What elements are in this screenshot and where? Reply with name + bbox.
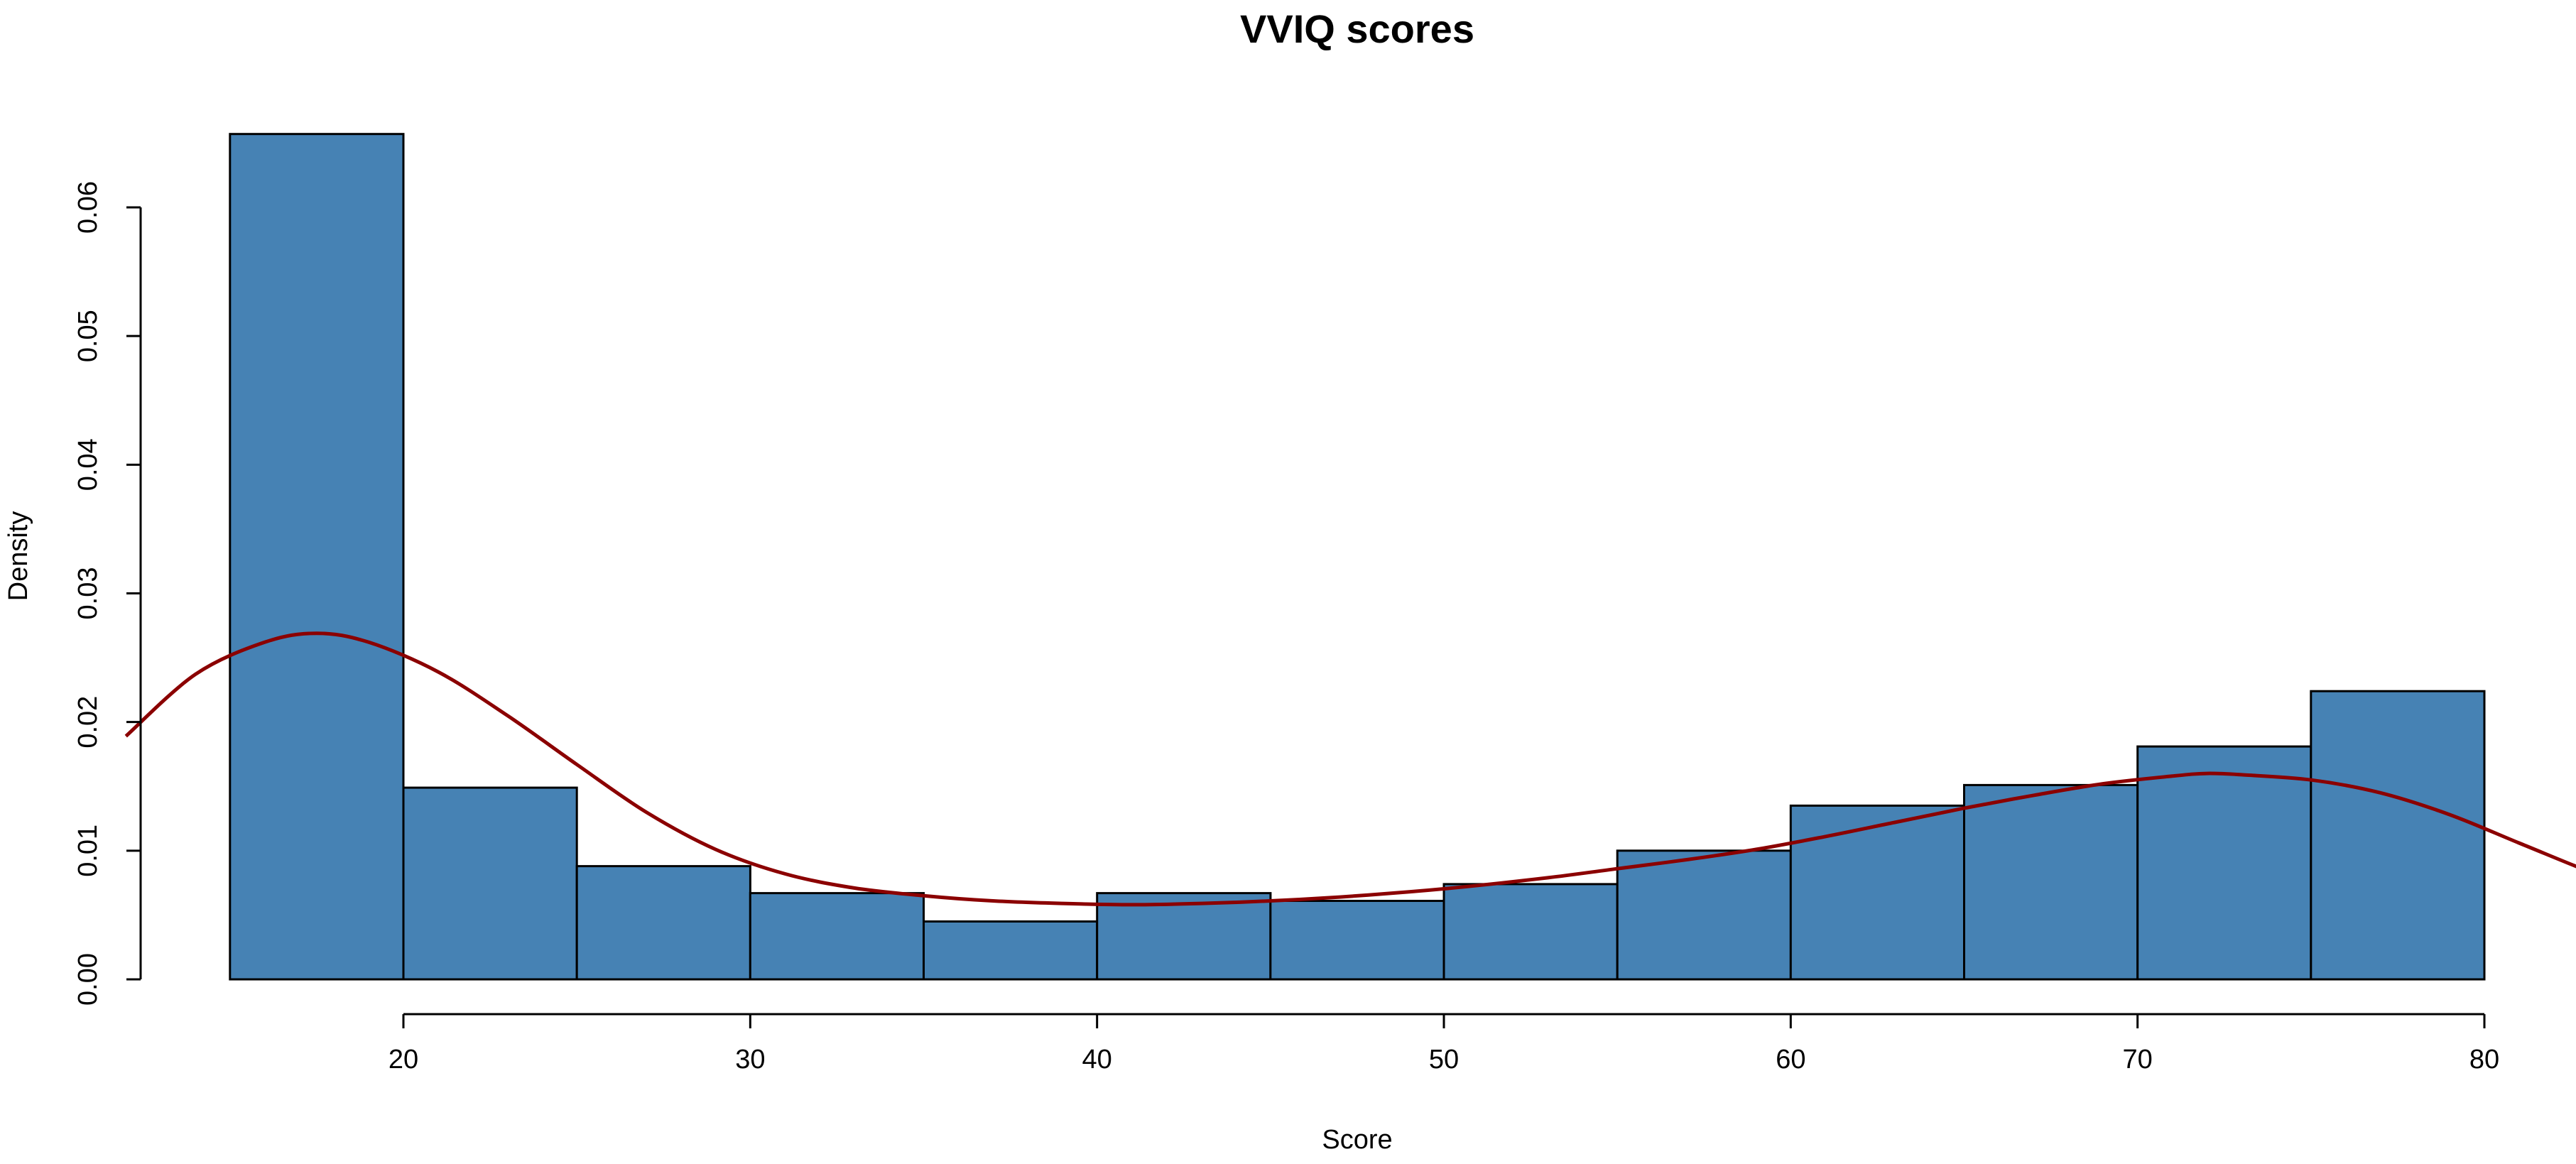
chart-title: VVIQ scores xyxy=(1240,6,1474,51)
histogram-bar-6 xyxy=(1269,900,1445,981)
histogram-bar-10 xyxy=(1963,783,2139,981)
y-tick-label-0: 0.00 xyxy=(73,953,103,1006)
histogram-bar-4 xyxy=(923,920,1099,981)
x-tick-label-2: 40 xyxy=(1082,1045,1112,1075)
y-tick-label-5: 0.05 xyxy=(73,310,103,362)
y-tick-label-1: 0.01 xyxy=(73,825,103,877)
x-tick-label-5: 70 xyxy=(2123,1045,2153,1075)
density-curve xyxy=(124,631,2576,907)
x-axis-label: Score xyxy=(1322,1125,1392,1155)
histogram-bar-1 xyxy=(402,786,578,981)
y-tick-label-3: 0.03 xyxy=(73,567,103,620)
histogram-bar-0 xyxy=(229,133,405,981)
histogram-bar-3 xyxy=(749,892,925,981)
x-tick-label-1: 30 xyxy=(735,1045,765,1075)
x-tick-label-0: 20 xyxy=(388,1045,418,1075)
histogram-bar-11 xyxy=(2136,745,2313,981)
y-tick-label-4: 0.04 xyxy=(73,438,103,491)
y-tick-label-6: 0.06 xyxy=(73,181,103,234)
y-axis-label: Density xyxy=(4,511,33,602)
x-tick-label-6: 80 xyxy=(2469,1045,2499,1075)
x-axis: 20 30 40 50 60 70 80 xyxy=(388,1013,2499,1075)
histogram-bar-2 xyxy=(575,865,751,981)
histogram-bars xyxy=(229,133,2486,981)
histogram-bar-8 xyxy=(1616,849,1792,981)
histogram-bar-5 xyxy=(1096,892,1272,981)
histogram-bar-7 xyxy=(1442,883,1619,981)
x-tick-label-4: 60 xyxy=(1776,1045,1805,1075)
y-axis: 0.00 0.01 0.02 0.03 0.04 0.05 0.06 xyxy=(73,181,142,1006)
histogram-bar-12 xyxy=(2310,690,2486,981)
histogram-bar-9 xyxy=(1789,804,1966,981)
x-tick-label-3: 50 xyxy=(1429,1045,1459,1075)
y-tick-label-2: 0.02 xyxy=(73,696,103,749)
